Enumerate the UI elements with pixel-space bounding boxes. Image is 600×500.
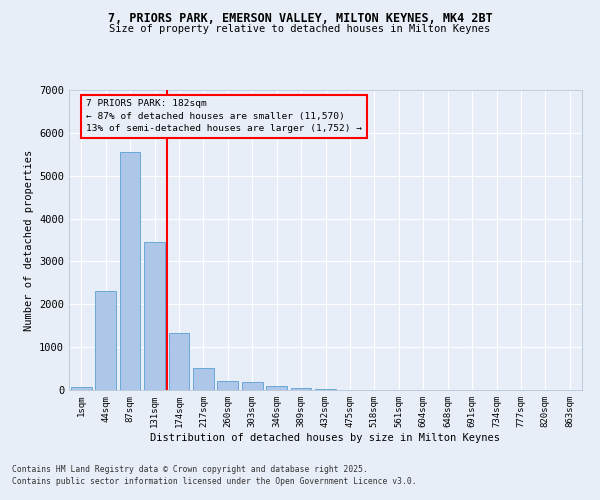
Text: 7, PRIORS PARK, EMERSON VALLEY, MILTON KEYNES, MK4 2BT: 7, PRIORS PARK, EMERSON VALLEY, MILTON K…	[107, 12, 493, 26]
Text: 7 PRIORS PARK: 182sqm
← 87% of detached houses are smaller (11,570)
13% of semi-: 7 PRIORS PARK: 182sqm ← 87% of detached …	[86, 100, 362, 134]
Bar	[217, 381, 238, 390]
Bar	[193, 368, 214, 390]
Bar	[290, 388, 311, 390]
Bar	[71, 387, 92, 390]
Bar	[144, 242, 165, 390]
Bar	[315, 388, 336, 390]
Text: Contains public sector information licensed under the Open Government Licence v3: Contains public sector information licen…	[12, 476, 416, 486]
Y-axis label: Number of detached properties: Number of detached properties	[23, 150, 34, 330]
Bar	[242, 382, 263, 390]
Bar	[266, 386, 287, 390]
Bar	[95, 292, 116, 390]
Text: Size of property relative to detached houses in Milton Keynes: Size of property relative to detached ho…	[109, 24, 491, 34]
Bar	[169, 334, 190, 390]
X-axis label: Distribution of detached houses by size in Milton Keynes: Distribution of detached houses by size …	[151, 432, 500, 442]
Text: Contains HM Land Registry data © Crown copyright and database right 2025.: Contains HM Land Registry data © Crown c…	[12, 466, 368, 474]
Bar	[119, 152, 140, 390]
